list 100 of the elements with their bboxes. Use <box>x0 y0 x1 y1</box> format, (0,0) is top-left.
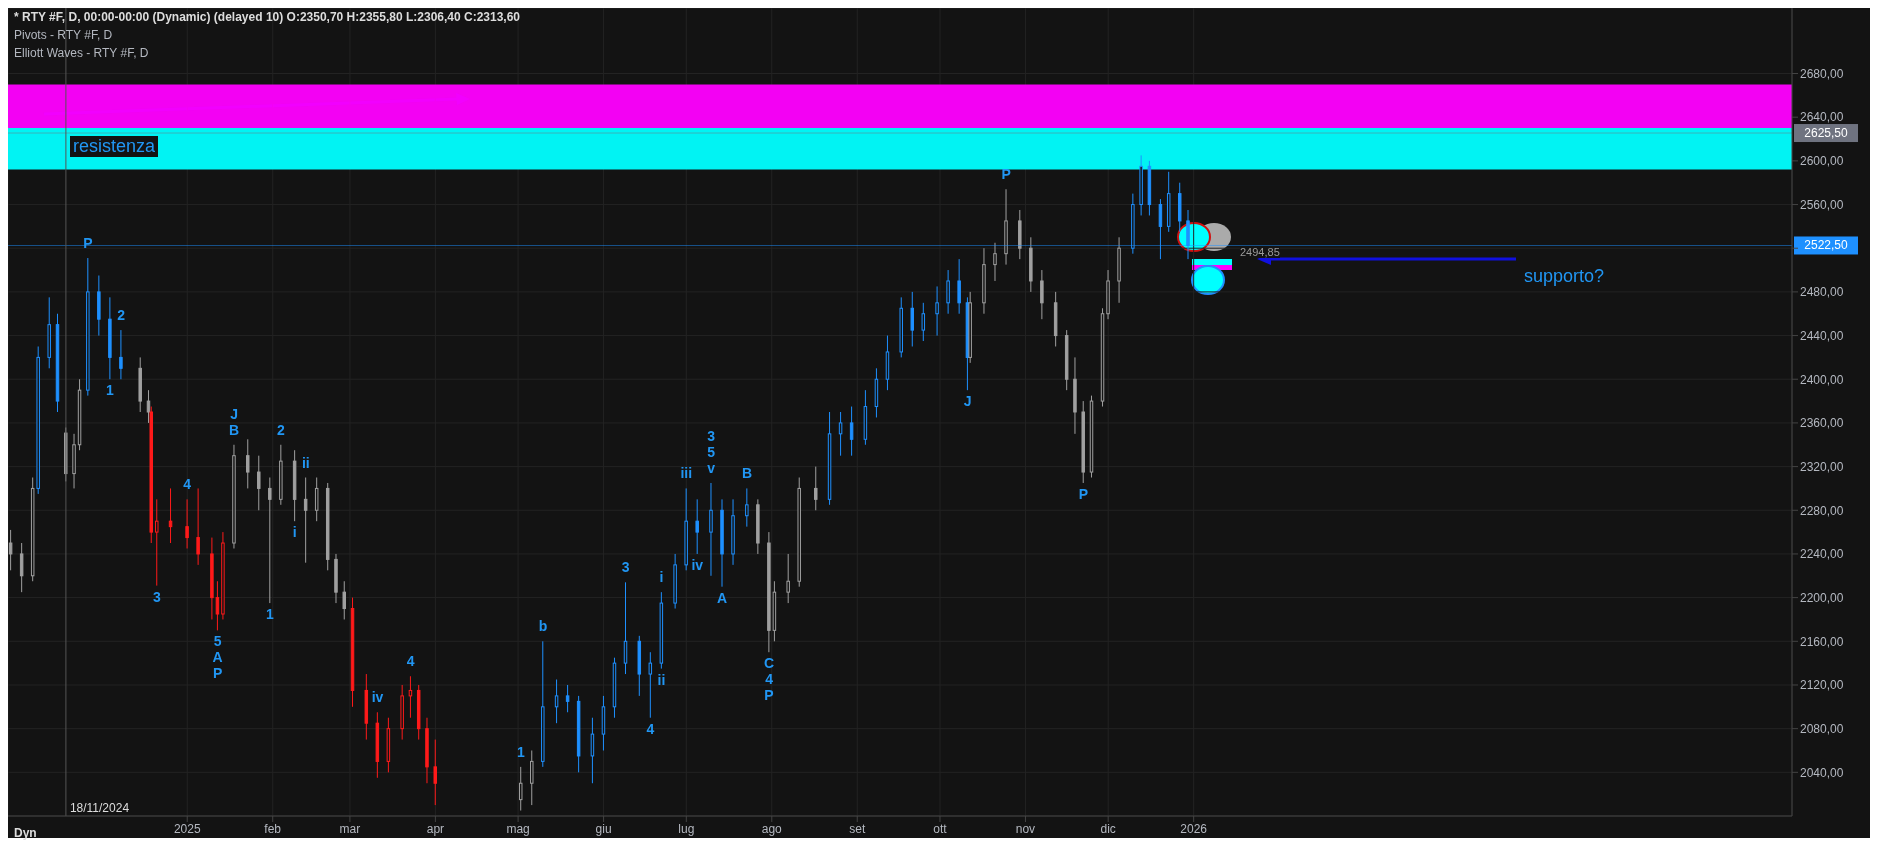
y-tick-label: 2080,00 <box>1800 721 1844 736</box>
candlestick <box>648 651 653 719</box>
y-tick-label: 2640,00 <box>1800 110 1844 125</box>
candlestick <box>518 766 523 812</box>
annotation: A <box>717 589 728 606</box>
candlestick <box>246 438 250 489</box>
candlestick <box>146 389 151 424</box>
y-tick-label: 2200,00 <box>1800 590 1844 605</box>
candlestick <box>196 487 200 566</box>
annotation: i <box>292 524 297 541</box>
y-tick-label: 2120,00 <box>1800 678 1844 693</box>
annotation: b <box>538 618 548 635</box>
annotation: 3 <box>153 588 161 605</box>
x-tick-label: 2025 <box>173 821 201 836</box>
ref-line-label: 2522,50 <box>1804 238 1849 253</box>
candlestick <box>257 455 261 511</box>
candlestick <box>530 749 534 806</box>
annotation: P <box>83 235 93 252</box>
ref-line-label: 18/11/2024 <box>69 801 130 815</box>
candlestick <box>590 717 595 784</box>
y-tick-label: 2480,00 <box>1800 285 1844 300</box>
x-tick-label: ott <box>933 821 948 836</box>
annotation: v <box>707 459 716 476</box>
candlestick <box>19 542 24 593</box>
annotation: C <box>763 655 775 672</box>
annotation: 1 <box>516 743 525 760</box>
candlestick <box>215 580 220 631</box>
candlestick <box>185 498 189 549</box>
candlestick <box>433 739 437 806</box>
candlestick <box>838 411 843 457</box>
y-tick-label: 2040,00 <box>1800 765 1844 780</box>
candlestick <box>155 498 159 587</box>
candlestick <box>745 487 749 528</box>
annotation: iv <box>691 556 704 573</box>
annotation: Pivots - RTY #F, D <box>14 28 113 42</box>
annotation: 4 <box>646 720 655 737</box>
annotation: resistenza <box>70 136 159 157</box>
annotation: 1 <box>106 382 115 399</box>
candlestick <box>786 553 790 604</box>
ref-line-label: 2625,50 <box>1804 126 1849 141</box>
candlestick <box>342 580 346 620</box>
annotation: A <box>212 649 223 666</box>
annotation: P <box>764 687 774 704</box>
candlestick <box>408 675 413 719</box>
candlestick <box>303 477 308 564</box>
x-tick-label: lug <box>678 821 695 836</box>
y-tick-label: 2560,00 <box>1800 197 1844 212</box>
x-tick-label: dic <box>1100 821 1116 836</box>
candlestick <box>8 529 13 571</box>
candlestick <box>946 269 950 315</box>
annotation: B <box>741 465 753 482</box>
annotation: iv <box>371 689 384 706</box>
x-tick-label: mag <box>506 821 530 836</box>
annotation: P <box>1001 166 1011 183</box>
candlestick <box>119 329 123 380</box>
annotation: 3 <box>621 559 630 576</box>
x-tick-label: 2026 <box>1180 821 1208 836</box>
y-tick-label: 2600,00 <box>1800 154 1844 169</box>
annotation: 1 <box>266 606 275 623</box>
annotation: i <box>659 569 664 586</box>
y-tick-label: 2680,00 <box>1800 66 1844 81</box>
candlestick <box>814 466 818 511</box>
candlestick <box>993 242 997 282</box>
candlestick <box>849 406 854 457</box>
annotation: Elliott Waves - RTY #F, D <box>14 46 149 60</box>
x-tick-label: giu <box>595 821 612 836</box>
x-tick-label: feb <box>264 821 282 836</box>
annotation: 4 <box>183 476 192 493</box>
annotation: 4 <box>765 671 774 688</box>
annotation: B <box>229 421 240 438</box>
y-tick-label: 2440,00 <box>1800 328 1844 343</box>
annotation: P <box>1078 485 1089 502</box>
candlestick <box>695 498 699 555</box>
candlestick <box>554 679 559 724</box>
x-tick-label: ago <box>761 821 783 836</box>
annotation: 5 <box>707 443 716 460</box>
candlestick <box>268 477 272 604</box>
annotation: 4 <box>406 653 415 670</box>
candlestick <box>709 482 713 577</box>
candlestick <box>957 258 961 315</box>
y-tick-label: 2240,00 <box>1800 547 1844 562</box>
annotation: P <box>212 665 223 682</box>
candlestick <box>314 477 319 522</box>
candlestick <box>1040 269 1044 320</box>
y-tick-label: 2320,00 <box>1800 459 1844 474</box>
x-tick-label: apr <box>426 821 445 836</box>
x-tick-label: mar <box>339 821 361 836</box>
x-tick-label: nov <box>1015 821 1036 836</box>
x-tick-label: set <box>849 821 866 836</box>
y-tick-label: 2280,00 <box>1800 503 1844 518</box>
annotation: 5 <box>213 633 222 650</box>
annotation: 3 <box>707 427 716 444</box>
annotation: 2494,85 <box>1240 246 1280 258</box>
annotation: J <box>963 393 972 410</box>
annotation: ii <box>301 454 310 471</box>
candlestick <box>935 285 939 337</box>
candlestick <box>910 291 915 347</box>
candlestick <box>921 302 926 342</box>
annotation: ii <box>657 671 666 688</box>
y-tick-label: 2400,00 <box>1800 372 1844 387</box>
